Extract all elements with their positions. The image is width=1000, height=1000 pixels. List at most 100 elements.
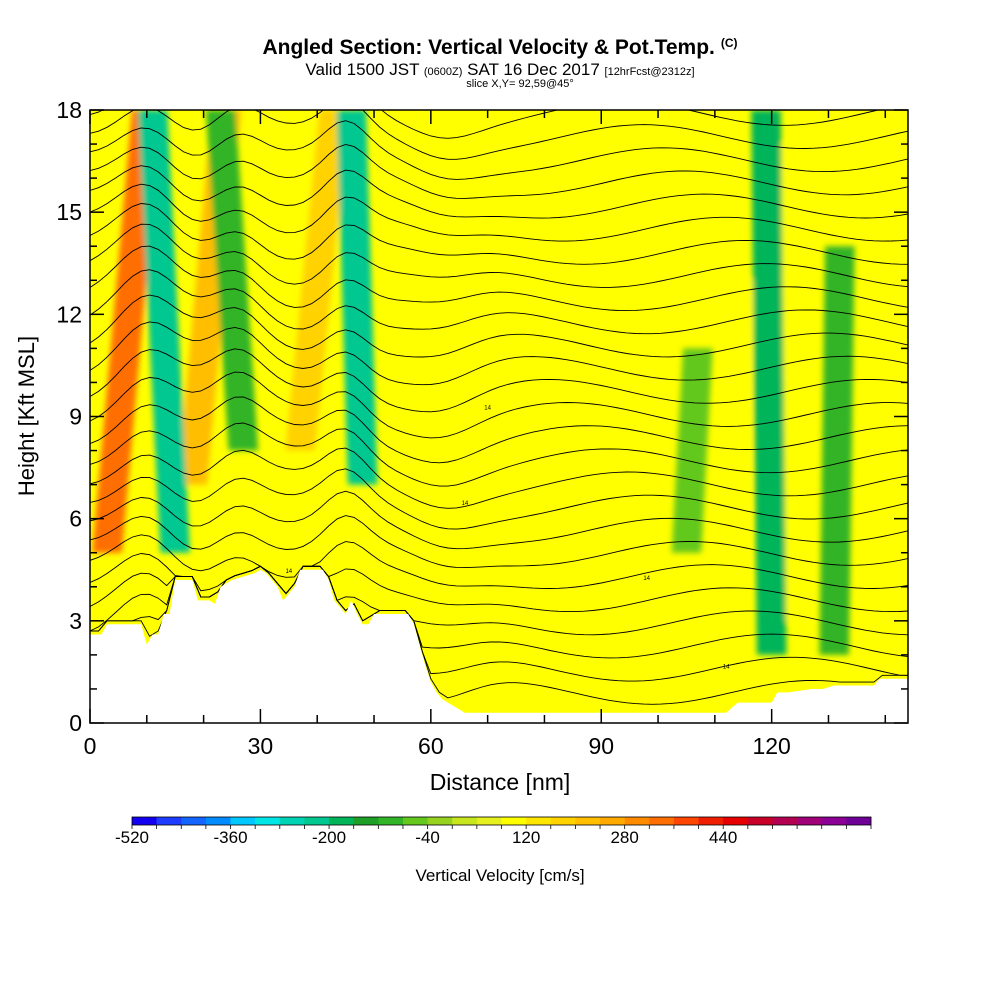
colorbar-swatch: [476, 817, 502, 825]
updraft-band-4: [387, 314, 429, 451]
downdraft-band-4: [671, 348, 713, 553]
valid-utc: (0600Z): [423, 66, 463, 78]
downdraft-band-3: [336, 110, 378, 485]
colorbar-swatch: [600, 817, 625, 825]
valid-time: Valid 1500 JST: [305, 60, 420, 79]
theta-contour-8: [90, 490, 908, 550]
colorbar-swatch: [821, 817, 847, 825]
colorbar: -520 -360 -200 -40 120 280 440: [115, 816, 872, 847]
theta-contour-label: 14: [723, 665, 730, 671]
colorbar-swatch: [772, 817, 798, 825]
colorbar-swatch: [452, 817, 478, 825]
valid-date: SAT 16 Dec 2017: [467, 60, 600, 79]
theta-contour-12: [90, 396, 908, 464]
colorbar-swatch: [673, 817, 699, 825]
colorbar-swatch: [353, 817, 379, 825]
theta-contour-15: [90, 321, 908, 386]
colorbar-swatch: [649, 817, 675, 825]
theta-contour-label: 14: [462, 501, 469, 507]
theta-contour-label: 14: [643, 576, 650, 582]
slice-info: slice X,Y= 92,59@45°: [466, 78, 574, 90]
y-axis: 0 3 6 9 12 15 18: [56, 97, 908, 736]
colorbar-swatch: [846, 817, 872, 825]
colorbar-swatch: [132, 817, 157, 825]
colorbar-swatch: [501, 817, 527, 825]
colorbar-swatch: [402, 817, 428, 825]
colorbar-swatch: [205, 817, 231, 825]
theta-contour-18: [90, 245, 908, 312]
y-tick-label: 6: [69, 506, 82, 532]
colorbar-swatch: [427, 817, 453, 825]
colorbar-swatch: [526, 817, 552, 825]
theta-contour-24: [90, 120, 908, 180]
colorbar-swatch: [230, 817, 256, 825]
colorbar-swatch: [550, 817, 576, 825]
theta-contour-10: [90, 447, 908, 509]
x-tick-label: 90: [588, 733, 614, 759]
downdraft-band-5: [751, 110, 787, 655]
colorbar-tick-label: -360: [214, 828, 248, 847]
title-text: Angled Section: Vertical Velocity & Pot.…: [262, 36, 715, 59]
theta-contour-23: [90, 144, 908, 199]
theta-contour-25: [90, 110, 908, 160]
theta-contour-9: [90, 468, 908, 530]
x-tick-label: 30: [248, 733, 274, 759]
colorbar-swatch: [575, 817, 601, 825]
colorbar-swatch: [747, 817, 773, 825]
colorbar-swatch: [698, 817, 724, 825]
y-tick-label: 18: [56, 97, 82, 123]
updraft-band-5: [717, 280, 753, 587]
x-tick-label: 60: [418, 733, 444, 759]
x-tick-label: 120: [752, 733, 790, 759]
updraft-band-3: [285, 110, 350, 451]
colorbar-tick-label: -520: [115, 828, 149, 847]
colorbar-swatch: [624, 817, 650, 825]
y-axis-label: Height [Kft MSL]: [14, 336, 39, 496]
theta-contour-21: [90, 183, 908, 242]
colorbar-swatch: [378, 817, 404, 825]
x-tick-label: 0: [84, 733, 97, 759]
theta-contour-label: 14: [285, 569, 292, 575]
colorbar-tick-label: -200: [312, 828, 346, 847]
theta-contour-26: [90, 110, 881, 139]
theta-contour-14: [90, 348, 908, 413]
chart-subtitle: Valid 1500 JST (0600Z) SAT 16 Dec 2017 […: [0, 60, 1000, 80]
colorbar-swatch: [156, 817, 182, 825]
y-tick-label: 15: [56, 199, 82, 225]
x-axis: 0 30 60 90 120: [84, 110, 887, 759]
theta-contour-6: [90, 534, 908, 589]
plot-area: 14 14 14 14 14: [90, 110, 908, 723]
chart-title: Angled Section: Vertical Velocity & Pot.…: [0, 36, 1000, 60]
title-mark: (C): [720, 36, 738, 50]
colorbar-tick-label: 120: [512, 828, 540, 847]
colorbar-swatch: [723, 817, 749, 825]
theta-contour-22: [90, 165, 908, 219]
theta-contour-13: [90, 371, 908, 439]
x-axis-label: Distance [nm]: [430, 769, 571, 795]
colorbar-tick-label: -40: [415, 828, 440, 847]
theta-contour-11: [90, 422, 908, 487]
colorbar-swatch: [279, 817, 305, 825]
colorbar-swatch: [181, 817, 207, 825]
colorbar-swatch: [304, 817, 330, 825]
terrain-mask: [90, 569, 908, 723]
theta-contour-label: 14: [484, 406, 491, 412]
downdraft-band-6: [819, 246, 855, 655]
colorbar-tick-label: 280: [610, 828, 638, 847]
theta-contour-20: [90, 203, 908, 265]
colorbar-swatch: [255, 817, 281, 825]
y-tick-label: 12: [56, 301, 82, 327]
theta-contour-17: [90, 269, 908, 335]
colorbar-swatch: [329, 817, 354, 825]
y-tick-label: 9: [69, 404, 82, 430]
colorbar-label: Vertical Velocity [cm/s]: [415, 866, 584, 885]
theta-contour-5: [90, 553, 908, 613]
forecast-run: [12hrFcst@2312z]: [604, 66, 695, 78]
y-tick-label: 0: [69, 710, 82, 736]
theta-contour-16: [90, 294, 908, 358]
downdraft-band-2: [205, 110, 259, 451]
theta-contour-7: [90, 515, 908, 569]
theta-contour-19: [90, 223, 908, 288]
colorbar-swatch: [797, 817, 823, 825]
